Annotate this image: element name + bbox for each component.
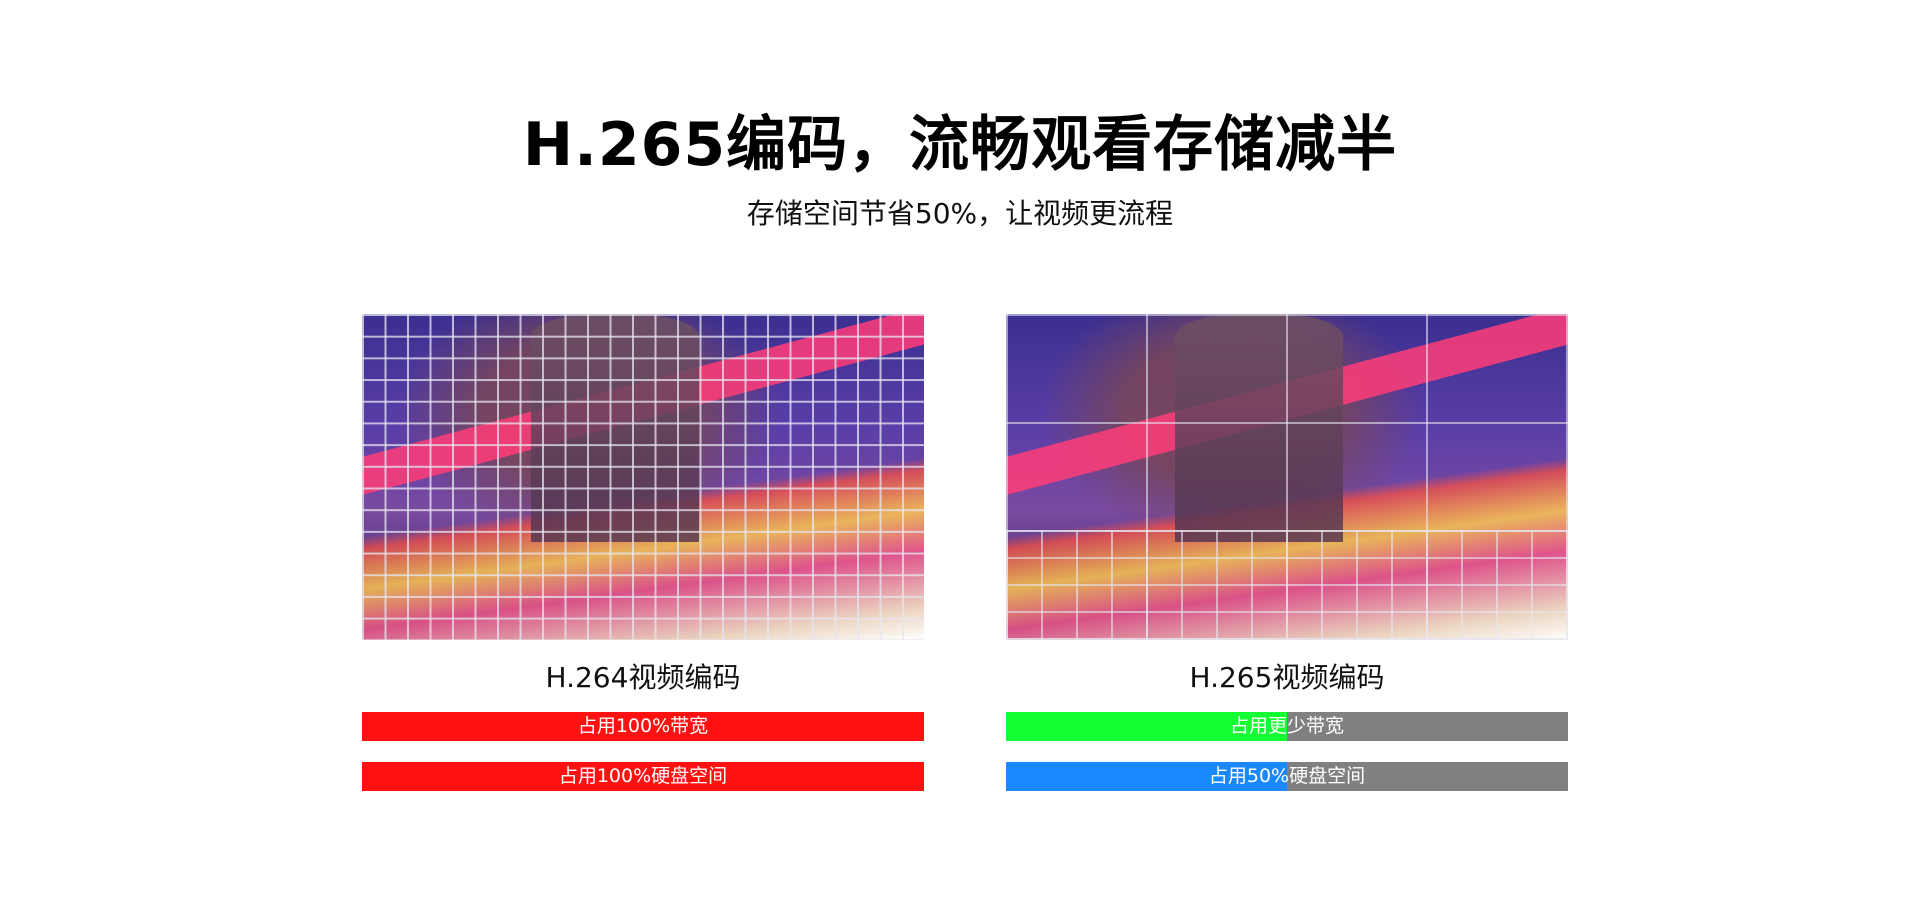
h264-storage-bar: 占用100%硬盘空间 [362, 762, 924, 791]
bar-fill [1006, 762, 1287, 791]
h265-panel: H.265视频编码 占用更少带宽 占用50%硬盘空间 [1006, 314, 1568, 791]
bar-label: 占用50%硬盘空间 [1208, 765, 1366, 787]
h265-caption: H.265视频编码 [1189, 661, 1385, 694]
page-title: H.265编码，流畅观看存储减半 [522, 110, 1398, 180]
h265-night-street-image [1006, 314, 1568, 640]
fine-block-grid [362, 314, 924, 640]
mixed-block-grid [1006, 530, 1568, 640]
h264-night-street-image [362, 314, 924, 640]
h265-storage-bar: 占用50%硬盘空间 [1006, 762, 1568, 791]
h264-panel: H.264视频编码 占用100%带宽 占用100%硬盘空间 [362, 314, 924, 791]
bar-label: 占用100%带宽 [577, 715, 709, 737]
bar-fill [362, 712, 924, 741]
h265-bandwidth-bar: 占用更少带宽 [1006, 712, 1568, 741]
bar-label: 占用更少带宽 [1229, 715, 1344, 737]
bar-fill [1006, 712, 1287, 741]
page-subtitle: 存储空间节省50%，让视频更流程 [746, 197, 1174, 230]
bar-label: 占用100%硬盘空间 [558, 765, 728, 787]
bar-fill [362, 762, 924, 791]
h264-bandwidth-bar: 占用100%带宽 [362, 712, 924, 741]
h264-caption: H.264视频编码 [545, 661, 741, 694]
